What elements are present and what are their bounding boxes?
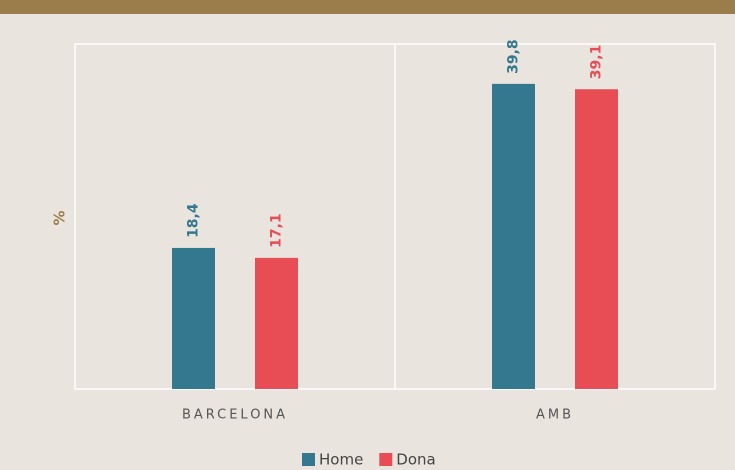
value-label: 18,4 (186, 203, 202, 238)
value-label: 39,1 (589, 45, 605, 80)
bar (255, 257, 298, 389)
value-label: 17,1 (269, 213, 285, 248)
y-axis-label: % (51, 210, 69, 225)
bar (492, 83, 535, 389)
bar (575, 89, 618, 389)
legend-label: Home (319, 451, 363, 469)
legend-swatch (302, 453, 315, 466)
value-label: 39,8 (506, 39, 522, 74)
x-tick-label: BARCELONA (182, 408, 288, 423)
legend-label: Dona (396, 451, 435, 469)
legend-swatch (379, 453, 393, 466)
header-band (0, 0, 735, 14)
x-tick-label: AMB (536, 408, 574, 423)
bar (172, 247, 215, 389)
